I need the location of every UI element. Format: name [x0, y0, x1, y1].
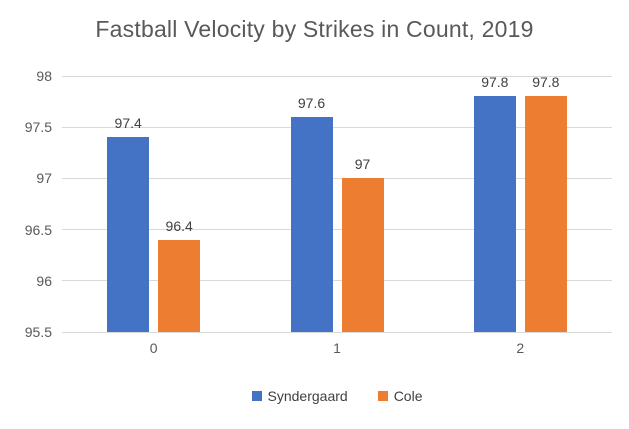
legend-swatch-icon — [377, 391, 388, 401]
data-label-syndergaard-0: 97.4 — [114, 115, 142, 132]
legend: Syndergaard Cole — [62, 388, 612, 404]
legend-label: Cole — [393, 388, 423, 404]
bar-cole-2 — [524, 96, 567, 332]
data-label-cole-2: 97.8 — [532, 74, 560, 91]
data-label-cole-0: 96.4 — [165, 217, 193, 234]
gridline — [62, 331, 612, 333]
y-axis-tick-label: 95.5 — [24, 324, 52, 340]
gridline — [62, 126, 612, 128]
legend-item-cole: Cole — [377, 388, 423, 404]
chart-title: Fastball Velocity by Strikes in Count, 2… — [95, 16, 534, 42]
x-axis-category-label: 2 — [516, 340, 525, 356]
data-label-syndergaard-2: 97.8 — [481, 74, 509, 91]
y-axis-tick-label: 98 — [36, 68, 52, 84]
x-axis-category-label: 1 — [333, 340, 341, 356]
legend-label: Syndergaard — [267, 388, 348, 404]
bar-syndergaard-2 — [473, 96, 516, 332]
y-axis-tick-label: 97 — [36, 170, 52, 187]
gridline — [62, 177, 612, 179]
data-label-cole-1: 97 — [354, 156, 371, 173]
bar-syndergaard-1 — [290, 116, 333, 332]
bar-cole-0 — [158, 239, 201, 332]
y-axis-tick-label: 96 — [36, 272, 52, 289]
legend-swatch-icon — [251, 391, 262, 401]
y-axis-tick-label: 96.5 — [24, 221, 52, 238]
data-label-syndergaard-1: 97.6 — [297, 94, 326, 111]
bar-cole-1 — [341, 178, 384, 332]
legend-item-syndergaard: Syndergaard — [251, 388, 348, 404]
y-axis-tick-label: 97.5 — [24, 119, 52, 136]
x-axis-category-label: 0 — [149, 340, 158, 356]
gridline — [62, 75, 612, 77]
bar-syndergaard-0 — [107, 137, 150, 332]
gridline — [62, 229, 612, 231]
gridline — [62, 280, 612, 282]
x-axis: 0 1 2 — [62, 340, 612, 360]
plot-area: 97.4 96.4 97.6 97 97.8 97.8 — [62, 74, 612, 333]
y-axis: 95.5 96 96.5 97 97.5 98 — [0, 68, 52, 340]
